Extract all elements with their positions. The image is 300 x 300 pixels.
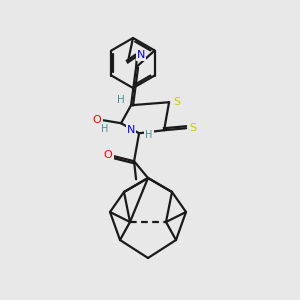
Text: S: S	[173, 97, 181, 107]
Text: H: H	[117, 95, 125, 105]
Text: O: O	[104, 150, 112, 160]
Text: N: N	[127, 125, 135, 135]
Text: H: H	[101, 124, 109, 134]
Text: S: S	[190, 123, 196, 133]
Text: H: H	[146, 130, 153, 140]
Text: N: N	[137, 50, 145, 60]
Text: O: O	[93, 115, 101, 125]
